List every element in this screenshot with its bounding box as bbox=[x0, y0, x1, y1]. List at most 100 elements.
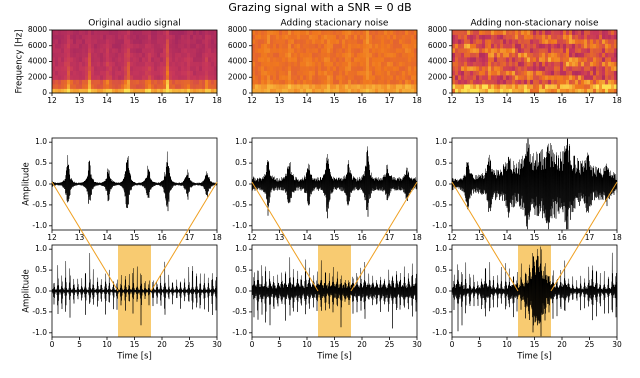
spectrogram-cell bbox=[333, 48, 337, 53]
spectrogram-cell bbox=[157, 43, 161, 49]
spectrogram-cell bbox=[255, 66, 259, 71]
spectrogram-cell bbox=[184, 34, 188, 40]
spectrogram-cell bbox=[384, 66, 388, 71]
spectrogram-cell bbox=[527, 75, 531, 80]
spectrogram-cell bbox=[470, 34, 474, 40]
spectrogram-cell bbox=[169, 52, 173, 58]
spectrogram-cell bbox=[196, 79, 200, 85]
spectrogram-cell bbox=[491, 84, 495, 89]
spectrogram-cell bbox=[351, 52, 355, 58]
spectrogram-cell bbox=[100, 70, 104, 76]
spectrogram-cell bbox=[509, 34, 513, 40]
spectrogram-cell bbox=[593, 57, 597, 62]
spectrogram-cell bbox=[521, 43, 525, 49]
spectrogram-cell bbox=[381, 66, 385, 71]
spectrogram-cell bbox=[357, 52, 361, 58]
waveform bbox=[451, 246, 618, 337]
spectrogram-cell bbox=[360, 34, 364, 40]
spectrogram-cell bbox=[542, 61, 546, 67]
spectrogram-cell bbox=[85, 30, 89, 35]
spectrogram-cell bbox=[408, 70, 412, 76]
spectrogram-cell bbox=[527, 79, 531, 85]
spectrogram-cell bbox=[291, 52, 295, 58]
spectrogram-cell bbox=[572, 52, 576, 58]
spectrogram-cell bbox=[339, 34, 343, 40]
spectrogram-cell bbox=[497, 61, 501, 67]
spectrogram-cell bbox=[539, 30, 543, 35]
spectrogram-cell bbox=[139, 88, 143, 94]
spectrogram-cell bbox=[121, 52, 125, 58]
spectrogram-cell bbox=[479, 66, 483, 71]
spectrogram-cell bbox=[572, 88, 576, 94]
spectrogram-cell bbox=[276, 48, 280, 53]
spectrogram-cell bbox=[396, 39, 400, 44]
spectrogram-cell bbox=[387, 61, 391, 67]
spectrogram-cell bbox=[324, 30, 328, 35]
spectrogram-cell bbox=[452, 79, 456, 85]
spectrogram-cell bbox=[533, 30, 537, 35]
spectrogram-cell bbox=[205, 79, 209, 85]
spectrogram-cell bbox=[488, 52, 492, 58]
spectrogram-cell bbox=[252, 48, 256, 53]
spectrogram-cell bbox=[411, 75, 415, 80]
spectrogram-cell bbox=[551, 88, 555, 94]
spectrogram-cell bbox=[136, 61, 140, 67]
spectrogram-cell bbox=[611, 61, 615, 67]
spectrogram-cell bbox=[500, 52, 504, 58]
spectrogram-cell bbox=[542, 39, 546, 44]
spectrogram-cell bbox=[521, 84, 525, 89]
spectrogram-cell bbox=[52, 88, 56, 94]
spectrogram-cell bbox=[199, 79, 203, 85]
x-tick-label: 15 bbox=[130, 340, 140, 349]
spectrogram-cell bbox=[88, 70, 92, 76]
spectrogram-cell bbox=[157, 61, 161, 67]
spectrogram-cell bbox=[461, 48, 465, 53]
spectrogram-cell bbox=[351, 66, 355, 71]
spectrogram-cell bbox=[354, 43, 358, 49]
y-tick-label: -1.0 bbox=[432, 328, 447, 337]
spectrogram-cell bbox=[590, 30, 594, 35]
spectrogram-cell bbox=[494, 34, 498, 40]
spectrogram-cell bbox=[351, 61, 355, 67]
spectrogram-cell bbox=[542, 48, 546, 53]
spectrogram-cell bbox=[52, 84, 56, 89]
spectrogram-cell bbox=[172, 48, 176, 53]
x-tick-label: 12 bbox=[447, 96, 457, 105]
spectrogram-cell bbox=[327, 66, 331, 71]
spectrogram-cell bbox=[154, 61, 158, 67]
spectrogram-cell bbox=[124, 48, 128, 53]
spectrogram-cell bbox=[333, 70, 337, 76]
spectrogram-cell bbox=[127, 79, 131, 85]
spectrogram-cell bbox=[175, 70, 179, 76]
spectrogram-cell bbox=[557, 52, 561, 58]
spectrogram-cell bbox=[288, 43, 292, 49]
spectrogram-cell bbox=[384, 70, 388, 76]
spectrogram-cell bbox=[64, 70, 68, 76]
spectrogram-cell bbox=[354, 52, 358, 58]
spectrogram-cell bbox=[473, 34, 477, 40]
spectrogram-cell bbox=[154, 52, 158, 58]
spectrogram-cell bbox=[569, 61, 573, 67]
spectrogram-cell bbox=[542, 30, 546, 35]
spectrogram-cell bbox=[282, 75, 286, 80]
spectrogram-cell bbox=[467, 66, 471, 71]
x-tick-label: 12 bbox=[247, 96, 257, 105]
spectrogram-cell bbox=[133, 79, 137, 85]
spectrogram-cell bbox=[127, 43, 131, 49]
spectrogram-cell bbox=[267, 34, 271, 40]
spectrogram-cell bbox=[402, 61, 406, 67]
spectrogram-cell bbox=[390, 30, 394, 35]
spectrogram-cell bbox=[402, 66, 406, 71]
spectrogram-cell bbox=[393, 61, 397, 67]
spectrogram-cell bbox=[339, 48, 343, 53]
spectrogram-cell bbox=[461, 84, 465, 89]
spectrogram-cell bbox=[515, 75, 519, 80]
spectrogram-cell bbox=[166, 66, 170, 71]
spectrogram-cell bbox=[354, 57, 358, 62]
spectrogram-cell bbox=[390, 61, 394, 67]
spectrogram-cell bbox=[569, 52, 573, 58]
spectrogram-cell bbox=[503, 79, 507, 85]
spectrogram-cell bbox=[455, 70, 459, 76]
